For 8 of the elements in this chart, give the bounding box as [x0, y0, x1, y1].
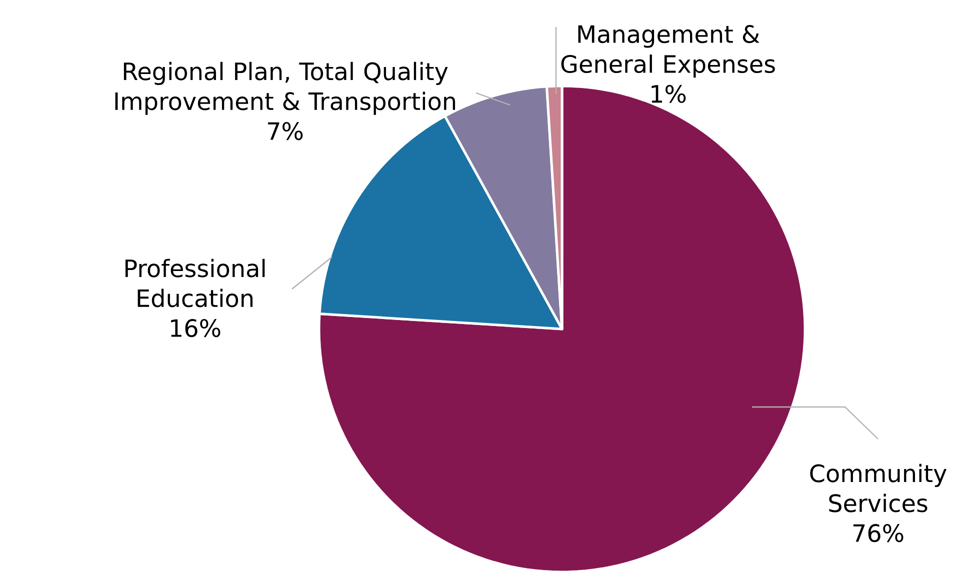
- slice-label: Professional Education: [126, 258, 265, 308]
- data-label: 7%: [268, 122, 303, 140]
- slice-label: Community Services: [810, 464, 946, 512]
- slice-label: Regional Plan, Total Quality Improvement & Transportion: [115, 62, 456, 115]
- data-label: 1%: [652, 84, 686, 103]
- data-label: 16%: [171, 319, 220, 338]
- slice-label: Management & General Expenses: [561, 25, 775, 78]
- data-label: 76%: [853, 524, 904, 542]
